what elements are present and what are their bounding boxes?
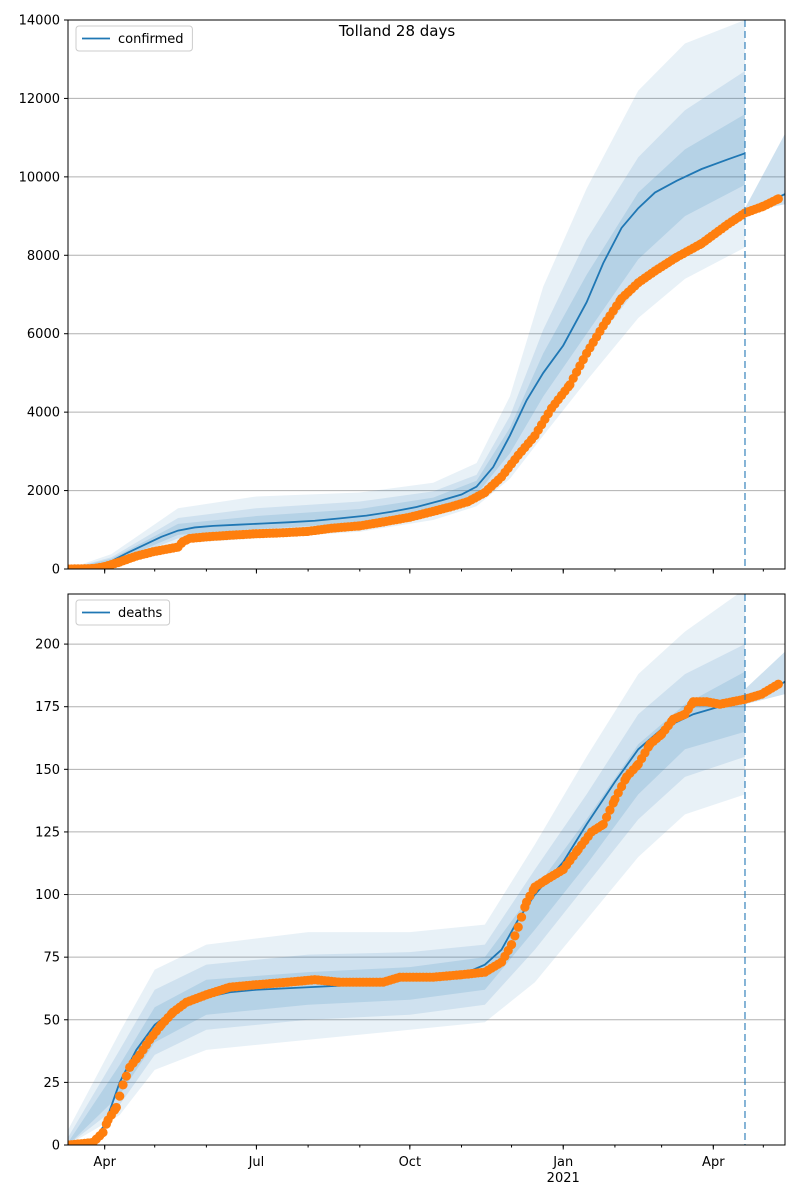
forecast-band	[744, 133, 785, 213]
y-tick-label: 10000	[19, 170, 60, 185]
observed-point	[598, 819, 608, 830]
x-tick-label: Jan	[552, 1155, 573, 1170]
y-tick-label: 2000	[27, 484, 60, 499]
observed-point	[510, 931, 520, 941]
y-tick-label: 4000	[27, 406, 60, 421]
y-tick-label: 6000	[27, 327, 60, 342]
x-tick-label: Oct	[399, 1155, 421, 1170]
observed-point	[111, 1102, 121, 1113]
y-tick-label: 100	[35, 888, 60, 903]
figure-title: Tolland 28 days	[338, 22, 456, 40]
y-tick-label: 0	[52, 563, 60, 578]
observed-point	[118, 1080, 128, 1090]
observed-point	[605, 805, 615, 815]
legend: confirmed	[75, 25, 193, 52]
y-tick-label: 75	[43, 951, 60, 966]
axes-frame	[67, 593, 786, 1146]
observed-point	[115, 1091, 125, 1101]
observed-point	[773, 679, 783, 689]
y-tick-label: 200	[35, 638, 60, 653]
y-tick-label: 8000	[27, 249, 60, 264]
y-tick-label: 12000	[19, 92, 60, 107]
y-tick-label: 14000	[19, 14, 60, 29]
plot-area	[68, 20, 785, 569]
observed-point	[98, 1127, 108, 1138]
uncertainty-band	[68, 671, 745, 1145]
y-tick-label: 150	[35, 763, 60, 778]
y-tick-label: 125	[35, 825, 60, 840]
y-tick-label: 50	[43, 1013, 60, 1028]
y-tick-label: 25	[43, 1076, 60, 1091]
uncertainty-band	[68, 644, 745, 1145]
deaths-panel: 0 25 50 75 100 125 150 175 200 Apr Jul Oct Jan Apr 202…	[35, 593, 786, 1186]
observed-point	[516, 912, 527, 922]
x-tick-label: Apr	[93, 1155, 116, 1170]
y-tick-label: 0	[52, 1139, 60, 1154]
uncertainty-band	[68, 594, 745, 1145]
axes-frame	[67, 19, 786, 570]
uncertainty-band	[68, 114, 745, 569]
observed-point	[506, 940, 517, 950]
legend-box	[75, 25, 193, 52]
confirmed-panel: 0 2000 4000 6000 8000 10000 12000 14000 confirme…	[19, 14, 786, 578]
x-tick-label: Apr	[702, 1155, 725, 1170]
y-tick-label: 175	[35, 700, 60, 715]
legend: deaths	[75, 599, 171, 626]
legend-label: deaths	[118, 606, 163, 621]
observed-point	[601, 812, 612, 822]
x-year-label: 2021	[547, 1171, 580, 1186]
legend-box	[75, 599, 171, 626]
observed-point	[121, 1071, 131, 1081]
plot-area	[68, 594, 785, 1145]
model-line	[68, 152, 746, 569]
observed-point	[773, 194, 783, 204]
legend-label: confirmed	[118, 32, 184, 47]
x-tick-label: Jul	[248, 1155, 265, 1170]
uncertainty-band	[68, 20, 745, 569]
observed-point	[513, 922, 523, 932]
